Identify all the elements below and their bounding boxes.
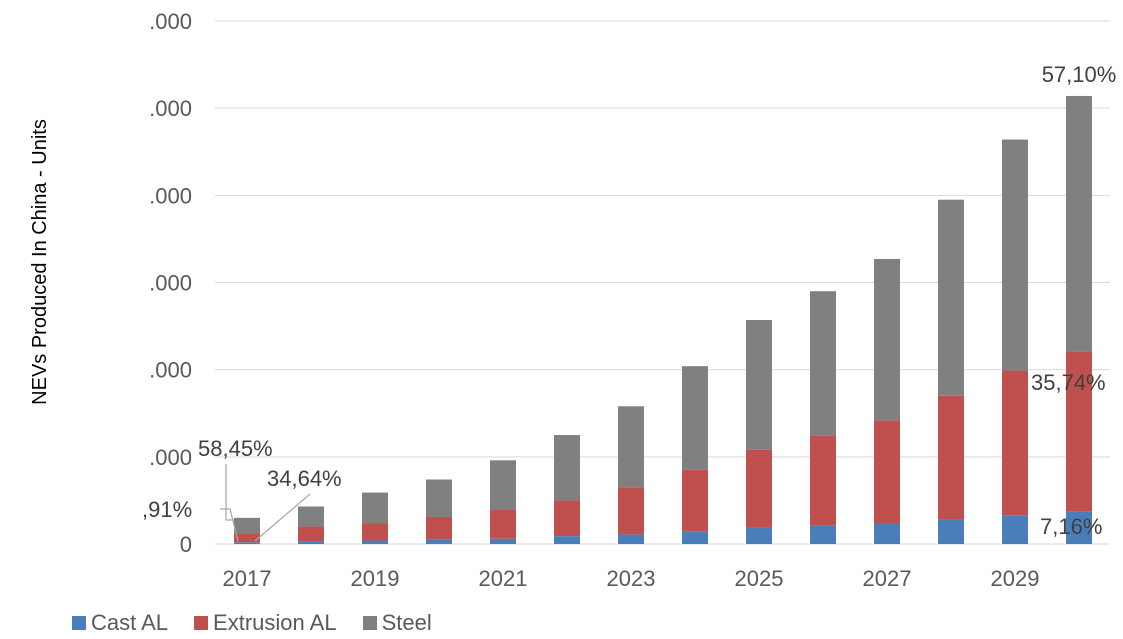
- bar-extrusion-al-2030: [1066, 351, 1092, 512]
- annotation-leader: [220, 508, 239, 542]
- bar-cast-al-2022: [554, 536, 580, 544]
- bar-extrusion-al-2018: [298, 526, 324, 542]
- bar-extrusion-al-2022: [554, 500, 580, 537]
- x-tick-label: 2019: [351, 566, 400, 591]
- y-axis-label: NEVs Produced In China - Units: [29, 119, 51, 405]
- annotation-leader: [254, 493, 311, 542]
- bar-cast-al-2018: [298, 541, 324, 544]
- bars: [234, 95, 1092, 544]
- bar-cast-al-2024: [682, 531, 708, 544]
- bar-cast-al-2017: [234, 542, 260, 544]
- y-tick-label: .000: [149, 271, 192, 296]
- y-tick-label: 0: [180, 532, 192, 557]
- x-tick-label: 2021: [479, 566, 528, 591]
- bar-steel-2017: [234, 517, 260, 534]
- bar-steel-2024: [682, 366, 708, 470]
- bar-extrusion-al-2029: [1002, 370, 1028, 516]
- x-tick-labels: 2017 2019 2021 2023 2025 2027 2029: [223, 566, 1040, 591]
- bar-steel-2026: [810, 291, 836, 436]
- y-tick-label: .000: [149, 445, 192, 470]
- bar-steel-2018: [298, 506, 324, 527]
- bar-cast-al-2028: [938, 519, 964, 544]
- bar-cast-al-2020: [426, 539, 452, 544]
- y-tick-label: .000: [149, 358, 192, 383]
- data-label: ,91%: [142, 497, 192, 522]
- data-label: 58,45%: [198, 436, 273, 461]
- bar-steel-2019: [362, 492, 388, 524]
- bar-extrusion-al-2027: [874, 420, 900, 524]
- bar-steel-2022: [554, 435, 580, 501]
- legend-swatch-steel: [362, 616, 377, 630]
- y-tick-label: .000: [149, 183, 192, 208]
- data-label: 7,16%: [1040, 514, 1102, 539]
- legend-item-steel: Steel: [362, 610, 432, 636]
- data-label: 34,64%: [267, 466, 342, 491]
- bar-extrusion-al-2028: [938, 395, 964, 520]
- x-tick-label: 2017: [223, 566, 272, 591]
- legend-label-extrusion-al: Extrusion AL: [213, 610, 337, 635]
- legend-item-cast-al: Cast AL: [72, 610, 168, 636]
- bar-extrusion-al-2017: [234, 533, 260, 543]
- bar-extrusion-al-2021: [490, 510, 516, 539]
- bar-cast-al-2030: [1066, 511, 1092, 544]
- annotation-leader: [225, 464, 234, 521]
- bar-cast-al-2019: [362, 540, 388, 544]
- legend-item-extrusion-al: Extrusion AL: [194, 610, 337, 636]
- bar-steel-2029: [1002, 139, 1028, 371]
- x-tick-label: 2029: [991, 566, 1040, 591]
- bar-steel-2030: [1066, 95, 1092, 352]
- x-tick-label: 2023: [607, 566, 656, 591]
- data-label: 57,10%: [1042, 62, 1117, 87]
- bar-cast-al-2021: [490, 538, 516, 544]
- bar-steel-2025: [746, 319, 772, 450]
- x-tick-label: 2025: [735, 566, 784, 591]
- annotation-leader-lines: [220, 464, 311, 542]
- bar-steel-2028: [938, 199, 964, 396]
- bar-steel-2023: [618, 406, 644, 488]
- bar-extrusion-al-2026: [810, 435, 836, 526]
- y-tick-labels: 0 .000 .000 .000 .000 .000 .000: [149, 9, 192, 557]
- legend-swatch-extrusion-al: [194, 616, 209, 630]
- bar-cast-al-2025: [746, 527, 772, 544]
- y-tick-label: .000: [149, 9, 192, 34]
- bar-extrusion-al-2023: [618, 487, 644, 535]
- bar-extrusion-al-2019: [362, 523, 388, 541]
- bar-extrusion-al-2020: [426, 516, 452, 540]
- bar-steel-2021: [490, 460, 516, 511]
- bar-steel-2020: [426, 479, 452, 517]
- legend-swatch-cast-al: [72, 616, 86, 630]
- bar-cast-al-2027: [874, 523, 900, 544]
- legend-label-cast-al: Cast AL: [91, 610, 169, 635]
- bar-cast-al-2029: [1002, 515, 1028, 544]
- x-tick-label: 2027: [863, 566, 912, 591]
- annotations: 58,45% 34,64% ,91% 57,10% 35,74% 7,16%: [142, 62, 1116, 539]
- gridlines: [215, 20, 1110, 545]
- y-tick-label: .000: [149, 96, 192, 121]
- legend: Cast AL Extrusion AL Steel: [72, 610, 458, 636]
- data-label: 35,74%: [1031, 370, 1106, 395]
- bar-cast-al-2023: [618, 534, 644, 544]
- bar-extrusion-al-2024: [682, 469, 708, 532]
- legend-label-steel: Steel: [381, 610, 432, 635]
- bar-cast-al-2026: [810, 525, 836, 544]
- bar-steel-2027: [874, 258, 900, 421]
- bar-extrusion-al-2025: [746, 449, 772, 528]
